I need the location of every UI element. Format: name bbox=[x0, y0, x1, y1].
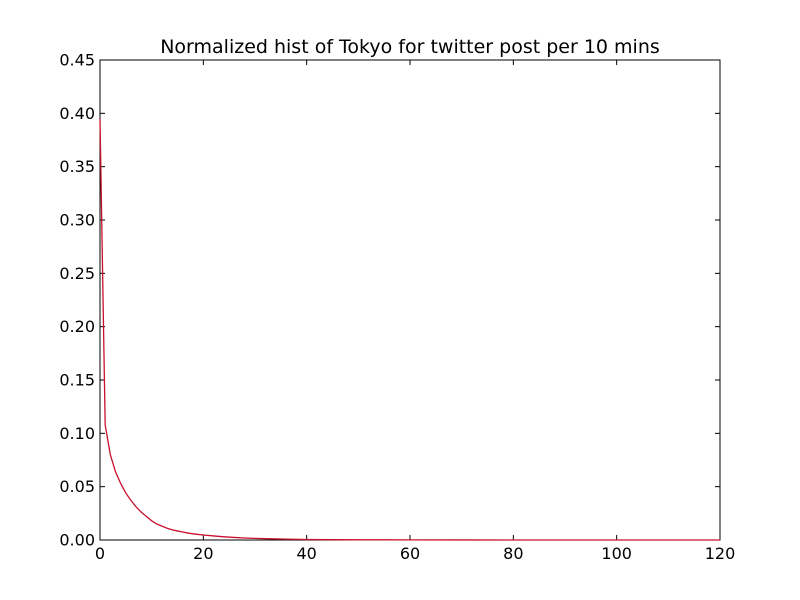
y-tick-label: 0.10 bbox=[59, 424, 95, 443]
chart-title: Normalized hist of Tokyo for twitter pos… bbox=[160, 36, 660, 58]
y-tick-label: 0.30 bbox=[59, 211, 95, 230]
series-line bbox=[99, 118, 721, 541]
y-tick-label: 0.20 bbox=[59, 317, 95, 336]
x-tick-label: 60 bbox=[400, 544, 420, 563]
y-tick-label: 0.00 bbox=[59, 531, 95, 550]
x-tick-label: 100 bbox=[601, 544, 632, 563]
y-tick-label: 0.15 bbox=[59, 371, 95, 390]
x-tick-label: 120 bbox=[705, 544, 736, 563]
y-tick-label: 0.05 bbox=[59, 477, 95, 496]
x-tick-label: 80 bbox=[503, 544, 523, 563]
x-tick-label: 0 bbox=[95, 544, 105, 563]
x-tick-label: 40 bbox=[296, 544, 316, 563]
plot-area: 0 20 40 60 80 100 120 0.00 0.05 0.10 0.15 0.20 0.25 0… bbox=[59, 51, 735, 564]
plot-frame bbox=[99, 59, 721, 541]
x-tick-label: 20 bbox=[193, 544, 213, 563]
y-tick-label: 0.45 bbox=[59, 51, 95, 70]
y-tick-label: 0.40 bbox=[59, 104, 95, 123]
y-tick-label: 0.25 bbox=[59, 264, 95, 283]
y-tick-label: 0.35 bbox=[59, 157, 95, 176]
